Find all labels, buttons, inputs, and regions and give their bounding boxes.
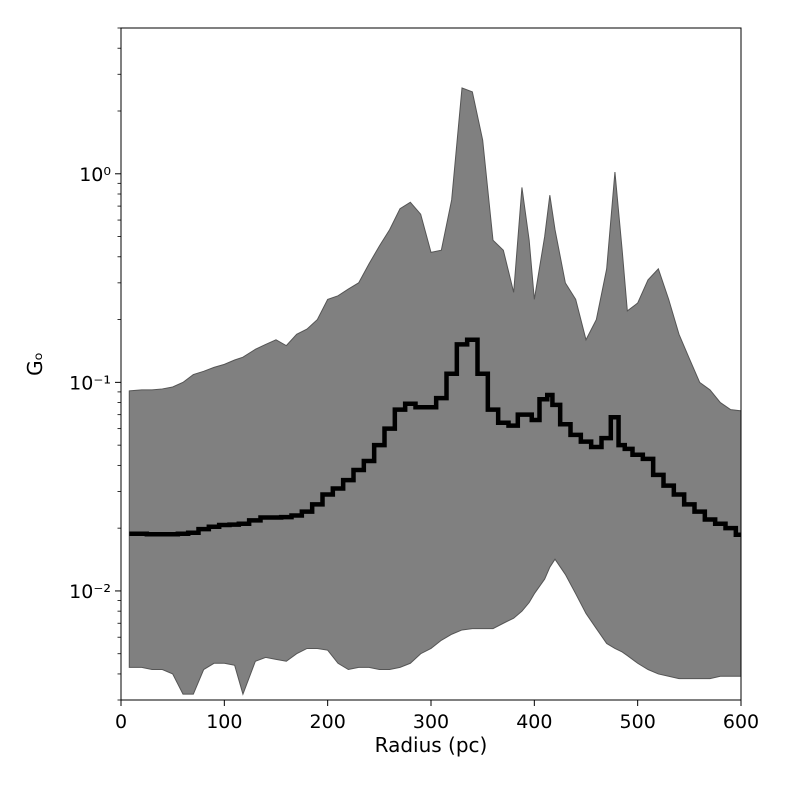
x-tick-label: 0: [115, 711, 127, 733]
median-line: [129, 337, 741, 537]
y-tick-label: 10⁰: [79, 164, 111, 186]
x-tick-label: 100: [206, 711, 242, 733]
x-tick-label: 400: [516, 711, 552, 733]
x-tick-label: 200: [310, 711, 346, 733]
y-axis-label: Gₒ: [23, 352, 47, 376]
x-axis-label: Radius (pc): [375, 733, 488, 757]
y-tick-label: 10⁻¹: [69, 372, 111, 394]
x-tick-label: 300: [413, 711, 449, 733]
plot-area: [128, 87, 742, 696]
x-tick-label: 500: [620, 711, 656, 733]
y-tick-label: 10⁻²: [69, 581, 111, 603]
band-area: [128, 87, 742, 696]
x-tick-label: 600: [723, 711, 759, 733]
